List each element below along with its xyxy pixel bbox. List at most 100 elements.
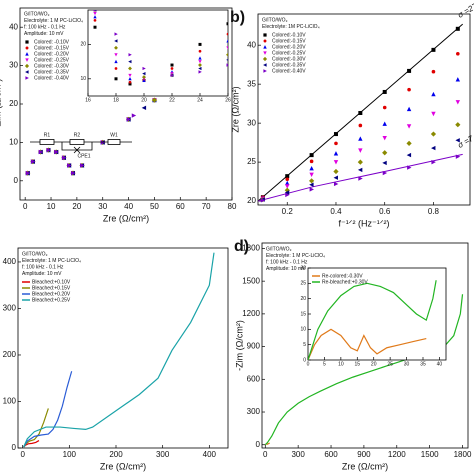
x-tick-label: 20 xyxy=(371,361,377,367)
marker xyxy=(358,123,363,128)
marker xyxy=(126,117,131,122)
legend-label: Colored:-0.35V xyxy=(272,62,306,68)
marker xyxy=(382,150,388,156)
legend-label: Colored: -0.25V xyxy=(34,57,70,63)
marker xyxy=(285,174,290,179)
legend-label: Colored: -0.40V xyxy=(34,75,70,81)
marker xyxy=(25,70,29,74)
marker xyxy=(455,122,461,128)
y-tick-label: 15 xyxy=(300,311,306,317)
marker xyxy=(61,155,67,160)
x-tick-label: 60 xyxy=(176,202,185,211)
marker xyxy=(114,53,118,57)
x-axis-label: f⁻¹ᐟ² (Hz⁻¹ᐟ²) xyxy=(338,218,389,228)
marker xyxy=(93,10,97,12)
marker xyxy=(198,42,202,46)
marker xyxy=(430,131,437,137)
series-line xyxy=(308,280,437,360)
marker xyxy=(25,46,29,50)
marker xyxy=(309,172,314,177)
legend-label: Colored: -0.10V xyxy=(34,39,70,45)
x-axis-label: Zre (Ω/cm²) xyxy=(100,461,146,471)
y-axis-label: -Zim (Ω/cm²) xyxy=(234,320,244,371)
marker xyxy=(198,49,202,53)
marker xyxy=(455,26,460,31)
x-tick-label: 1500 xyxy=(421,450,439,459)
plot-area xyxy=(93,10,228,86)
x-tick-label: 20 xyxy=(141,97,147,103)
marker xyxy=(93,11,97,16)
note: Electrolyte: 1 M PC-LiClO₄ xyxy=(266,253,325,259)
marker xyxy=(382,89,387,94)
plot-area xyxy=(308,280,437,360)
y-tick-label: 30 xyxy=(247,118,256,127)
y-tick-label: 200 xyxy=(3,350,17,359)
marker xyxy=(128,77,132,81)
x-tick-label: 0 xyxy=(20,450,25,459)
x-tick-label: 600 xyxy=(324,450,338,459)
marker xyxy=(456,51,460,56)
note: Electrolyte: 1 M PC-LiClO₄ xyxy=(24,18,83,24)
x-tick-label: 26 xyxy=(225,97,231,103)
x-tick-label: 50 xyxy=(150,202,159,211)
marker xyxy=(406,152,412,158)
panel-label: d) xyxy=(234,238,249,255)
legend-label: Colored:-0.30V xyxy=(272,56,306,62)
marker xyxy=(226,32,228,36)
x-tick-label: 35 xyxy=(420,361,426,367)
marker xyxy=(382,170,388,176)
marker xyxy=(71,170,76,176)
marker xyxy=(309,178,315,184)
marker xyxy=(431,91,436,97)
x-tick-label: 100 xyxy=(63,450,77,459)
x-tick-label: 0.4 xyxy=(330,207,342,216)
x-tick-label: 18 xyxy=(113,97,119,103)
circuit-label: R2 xyxy=(74,132,81,138)
marker xyxy=(309,159,314,164)
marker xyxy=(114,59,118,64)
marker xyxy=(142,75,146,80)
marker xyxy=(406,106,412,112)
x-tick-label: 0.8 xyxy=(428,207,440,216)
marker xyxy=(455,154,461,159)
cpe xyxy=(61,142,93,154)
marker xyxy=(358,111,363,116)
marker xyxy=(198,70,202,74)
x-tick-label: 70 xyxy=(202,202,211,211)
resistor xyxy=(39,139,55,145)
marker xyxy=(263,33,267,37)
y-tick-label: 20 xyxy=(9,99,18,108)
note: G/ITO/WO₃ xyxy=(22,251,48,257)
y-tick-label: 600 xyxy=(247,374,261,383)
marker xyxy=(285,180,290,186)
y-tick-label: 25 xyxy=(300,281,306,287)
marker xyxy=(357,159,363,165)
marker xyxy=(25,40,29,44)
plot-area xyxy=(23,252,215,448)
x-tick-label: 1200 xyxy=(388,450,406,459)
x-tick-label: 24 xyxy=(197,97,203,103)
legend-label: Colored:-0.25V xyxy=(272,50,306,56)
legend-label: Colored: -0.20V xyxy=(34,51,70,57)
y-tick-label: 5 xyxy=(303,342,306,348)
marker xyxy=(263,39,267,43)
x-tick-label: 20 xyxy=(72,202,81,211)
marker xyxy=(114,39,118,43)
marker xyxy=(128,66,132,71)
note: Amplitude: 10 mV xyxy=(266,266,306,272)
x-tick-label: 400 xyxy=(203,450,217,459)
marker xyxy=(67,163,72,168)
note: Electrolyte: 1M PC-LiClO₄ xyxy=(262,24,320,30)
marker xyxy=(333,175,338,180)
legend-label: Bleached:+0.10V xyxy=(32,279,71,285)
marker xyxy=(262,56,268,62)
legend-label: Colored: -0.30V xyxy=(34,63,70,69)
y-tick-label: 1200 xyxy=(242,309,260,318)
marker xyxy=(25,52,29,56)
marker xyxy=(382,105,387,110)
marker xyxy=(309,182,314,187)
note: G/ITO/WO₃ xyxy=(266,246,292,252)
marker xyxy=(141,105,147,111)
marker xyxy=(309,153,314,158)
marker xyxy=(263,63,267,67)
